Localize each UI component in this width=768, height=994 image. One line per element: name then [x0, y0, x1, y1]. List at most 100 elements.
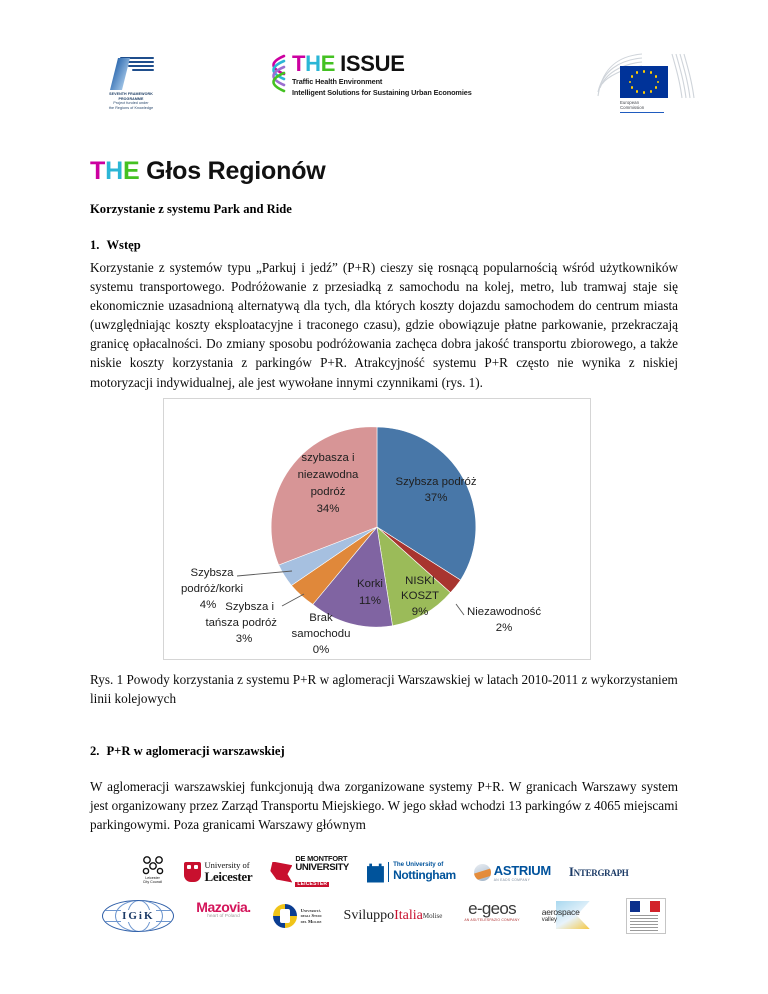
pie-label-szybsza-i-tansza-podroz-l2: tańsza podróż [205, 617, 277, 629]
pie-label-szybsza-podroz-korki-l2: podróż/korki [181, 583, 243, 595]
pie-label-szybasza-i-niezawodna-podroz-l3: podróż [311, 486, 346, 498]
partner-logo-row-1: Leicester City Council University of Lei… [0, 850, 768, 894]
dmu-line3: LEICESTER [295, 880, 330, 887]
pie-value-szybsza-i-tansza-podroz: 3% [236, 633, 252, 645]
mazovia-tagline: heart of Poland [207, 914, 240, 919]
french-government-logo [625, 898, 666, 934]
the-issue-letter-t: T [292, 51, 306, 76]
page-title: THE Głos Regionów [90, 157, 326, 186]
uol-line1: University of [204, 860, 250, 871]
e-geos-logo: e-geos AN ASI/TELESPAZIO COMPANY [464, 899, 519, 933]
intergraph-wordmark: Intergraph [568, 864, 629, 879]
aerospace-valley-logo: aerospace valley [542, 901, 604, 931]
nottingham-divider [387, 862, 390, 882]
sviluppo-word3: Molise [422, 911, 443, 920]
pie-label-niski-koszt-l2: KOSZT [401, 590, 439, 602]
section-2-paragraph: W aglomeracji warszawskiej funkcjonują d… [90, 779, 678, 833]
fp7-seven-mark [108, 56, 154, 90]
french-flag-icon [629, 901, 660, 912]
french-gov-text-lines [629, 915, 658, 933]
pie-label-brak-samochodu-l2: samochodu [292, 628, 351, 640]
leicester-city-council-logo: Leicester City Council [140, 855, 166, 889]
pie-value-korki: 11% [359, 595, 381, 607]
section-1-number: 1. [90, 238, 100, 252]
fp7-caption-line1: SEVENTH FRAMEWORK [109, 92, 153, 96]
leicester-council-line1: Leicester [145, 876, 160, 880]
pie-label-szybasza-i-niezawodna-podroz-l2: niezawodna [298, 469, 359, 481]
university-of-leicester-logo: University of Leicester [183, 855, 253, 889]
leader-line-szybsza-podroz-korki [236, 570, 293, 577]
the-issue-swirl-icon [272, 54, 286, 93]
title-rest: Głos Regionów [139, 157, 326, 185]
section-2-title: P+R w aglomeracji warszawskiej [106, 744, 285, 758]
nottingham-line2: Nottingham [393, 867, 456, 882]
astrium-globe-icon [473, 863, 491, 881]
pie-label-szybsza-i-tansza-podroz-l1: Szybsza i [225, 601, 274, 613]
header-logo-bar: SEVENTH FRAMEWORK PROGRAMME Project fund… [0, 48, 768, 120]
the-issue-tagline-1: Traffic Health Environment [292, 77, 383, 86]
fp7-logo: SEVENTH FRAMEWORK PROGRAMME Project fund… [92, 56, 170, 116]
pie-label-brak-samochodu-l1: Brak [309, 612, 333, 624]
university-of-nottingham-logo: The University of Nottingham [366, 855, 456, 889]
leicester-shield-icon [183, 862, 201, 882]
universita-del-molise-logo: Università degli Studi del Molise [272, 899, 322, 933]
pie-chart: Szybsza podróż 37% szybasza i niezawodna… [181, 426, 541, 656]
the-issue-letter-e: E [320, 51, 336, 76]
astrium-wordmark: ASTRIUM [493, 862, 551, 878]
pie-label-szybsza-podroz: Szybsza podróż [395, 476, 476, 488]
title-letter-h: H [105, 157, 123, 185]
dmu-line1: DE MONTFORT [295, 854, 348, 864]
pie-value-brak-samochodu: 0% [313, 644, 329, 656]
pie-value-szybasza-i-niezawodna-podroz: 34% [317, 503, 340, 515]
eu-flag-icon [620, 66, 668, 98]
igik-globe-icon: IGiK [102, 900, 175, 932]
pie-chart-figure: Szybsza podróż 37% szybasza i niezawodna… [163, 398, 591, 660]
pie-value-niezawodnosc: 2% [496, 622, 512, 634]
leicester-council-mark-icon [142, 856, 163, 875]
mazovia-logo: Mazovia. heart of Poland [196, 899, 251, 933]
pie-slice-korki [312, 526, 393, 628]
pie-label-niski-koszt-l1: NISKI [405, 575, 435, 587]
european-commission-logo: European Commission [596, 52, 696, 114]
pie-slice-szybsza-podroz [376, 426, 477, 581]
partner-logo-bar: Leicester City Council University of Lei… [0, 850, 768, 960]
title-letter-t: T [90, 157, 106, 185]
pie-value-niski-koszt: 9% [412, 606, 428, 618]
section-heading-2: 2. P+R w aglomeracji warszawskiej [90, 744, 285, 759]
leader-line-niezawodnosc [455, 603, 465, 616]
uol-line2: Leicester [204, 868, 253, 884]
mazovia-wordmark: Mazovia. [196, 899, 251, 915]
intergraph-logo: Intergraph [569, 855, 629, 889]
molise-line3: del Molise [300, 918, 322, 924]
dmu-beast-icon [270, 861, 293, 883]
the-issue-tagline-2: Intelligent Solutions for Sustaining Urb… [292, 88, 472, 97]
sviluppo-word2: Italia [394, 908, 423, 923]
astrium-subtext: AN EADS COMPANY [493, 877, 531, 882]
de-montfort-university-logo: DE MONTFORT UNIVERSITY LEICESTER [270, 855, 349, 889]
pie-slice-niski-koszt [376, 526, 451, 627]
page-subtitle: Korzystanie z systemu Park and Ride [90, 202, 292, 216]
section-1-title: Wstęp [106, 238, 141, 252]
ec-swoosh-icon [597, 53, 695, 99]
ec-caption-line1: European [620, 100, 640, 105]
molise-seal-icon [272, 904, 297, 928]
pie-label-szybasza-i-niezawodna-podroz-l1: szybasza i [301, 452, 354, 464]
dmu-line2: UNIVERSITY [295, 861, 349, 873]
the-issue-letter-h: H [305, 51, 321, 76]
section-heading-1: 1. Wstęp [90, 238, 141, 253]
the-issue-word-issue: ISSUE [340, 51, 405, 76]
igik-logo: IGiK [102, 899, 175, 933]
leicester-council-caption: Leicester City Council [143, 876, 162, 885]
pie-slice-szybasza-i-niezawodna-podroz [270, 426, 378, 566]
egeos-wordmark: e-geos [468, 899, 516, 918]
pie-value-szybsza-podroz-korki: 4% [200, 599, 216, 611]
fp7-caption-line4: the Regions of Knowledge [108, 105, 154, 110]
section-2-number: 2. [90, 744, 100, 758]
leader-line-szybsza-i-tansza-podroz [281, 593, 305, 607]
the-issue-wordmark: THE ISSUE [292, 52, 472, 75]
title-letter-e: E [122, 157, 140, 185]
section-1-paragraph: Korzystanie z systemów typu „Parkuj i je… [90, 260, 678, 390]
igik-wordmark: IGiK [121, 910, 156, 922]
fp7-caption-line2: PROGRAMME [118, 96, 144, 101]
